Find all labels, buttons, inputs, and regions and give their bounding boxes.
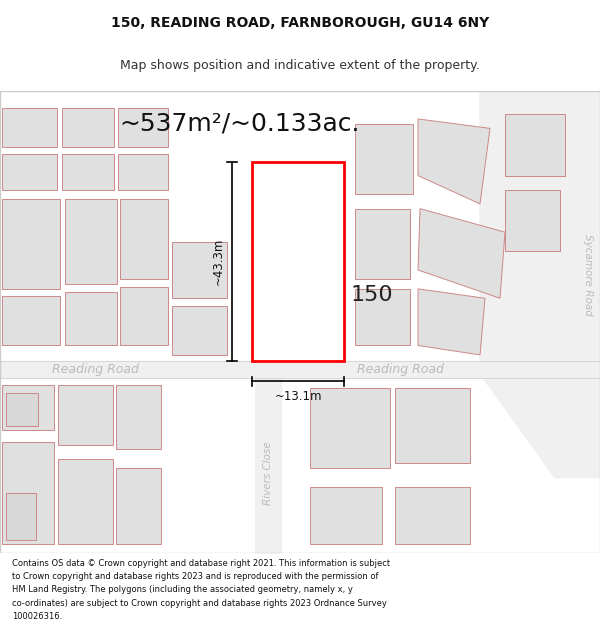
Text: 100026316.: 100026316. <box>12 612 62 621</box>
Bar <box>116 385 161 449</box>
Bar <box>252 162 344 361</box>
Bar <box>505 190 560 251</box>
Bar <box>58 459 113 544</box>
Bar <box>118 154 168 190</box>
Bar <box>6 392 38 426</box>
Polygon shape <box>418 119 490 204</box>
Bar <box>355 289 410 346</box>
Text: co-ordinates) are subject to Crown copyright and database rights 2023 Ordnance S: co-ordinates) are subject to Crown copyr… <box>12 599 387 608</box>
Text: Reading Road: Reading Road <box>52 362 139 376</box>
Bar <box>2 199 60 289</box>
Bar <box>58 385 113 444</box>
Bar <box>118 107 168 148</box>
Bar <box>172 242 227 298</box>
Polygon shape <box>418 209 505 298</box>
Text: Map shows position and indicative extent of the property.: Map shows position and indicative extent… <box>120 59 480 72</box>
Bar <box>65 199 117 284</box>
Bar <box>355 209 410 279</box>
Bar <box>120 199 168 279</box>
Bar <box>62 107 114 148</box>
Text: Sycamore Road: Sycamore Road <box>583 234 593 316</box>
Text: ~43.3m: ~43.3m <box>212 238 224 285</box>
Text: Reading Road: Reading Road <box>356 362 443 376</box>
Bar <box>6 492 36 540</box>
Bar <box>310 388 390 468</box>
Bar <box>172 306 227 355</box>
Bar <box>2 154 57 190</box>
Text: ~13.1m: ~13.1m <box>274 390 322 403</box>
Bar <box>395 388 470 464</box>
Bar <box>62 154 114 190</box>
Bar <box>395 487 470 544</box>
Text: ~537m²/~0.133ac.: ~537m²/~0.133ac. <box>120 112 360 136</box>
Text: Rivers Close: Rivers Close <box>263 441 273 505</box>
Polygon shape <box>480 91 600 478</box>
Bar <box>2 385 54 431</box>
Bar <box>116 468 161 544</box>
Text: 150: 150 <box>350 285 394 305</box>
Bar <box>2 296 60 346</box>
Bar <box>65 292 117 346</box>
Text: HM Land Registry. The polygons (including the associated geometry, namely x, y: HM Land Registry. The polygons (includin… <box>12 586 353 594</box>
Bar <box>120 287 168 346</box>
Bar <box>310 487 382 544</box>
Bar <box>355 124 413 194</box>
Text: to Crown copyright and database rights 2023 and is reproduced with the permissio: to Crown copyright and database rights 2… <box>12 572 379 581</box>
Bar <box>505 114 565 176</box>
Text: 150, READING ROAD, FARNBOROUGH, GU14 6NY: 150, READING ROAD, FARNBOROUGH, GU14 6NY <box>111 16 489 29</box>
Bar <box>2 442 54 544</box>
Bar <box>2 107 57 148</box>
Text: Contains OS data © Crown copyright and database right 2021. This information is : Contains OS data © Crown copyright and d… <box>12 559 390 568</box>
Polygon shape <box>418 289 485 355</box>
